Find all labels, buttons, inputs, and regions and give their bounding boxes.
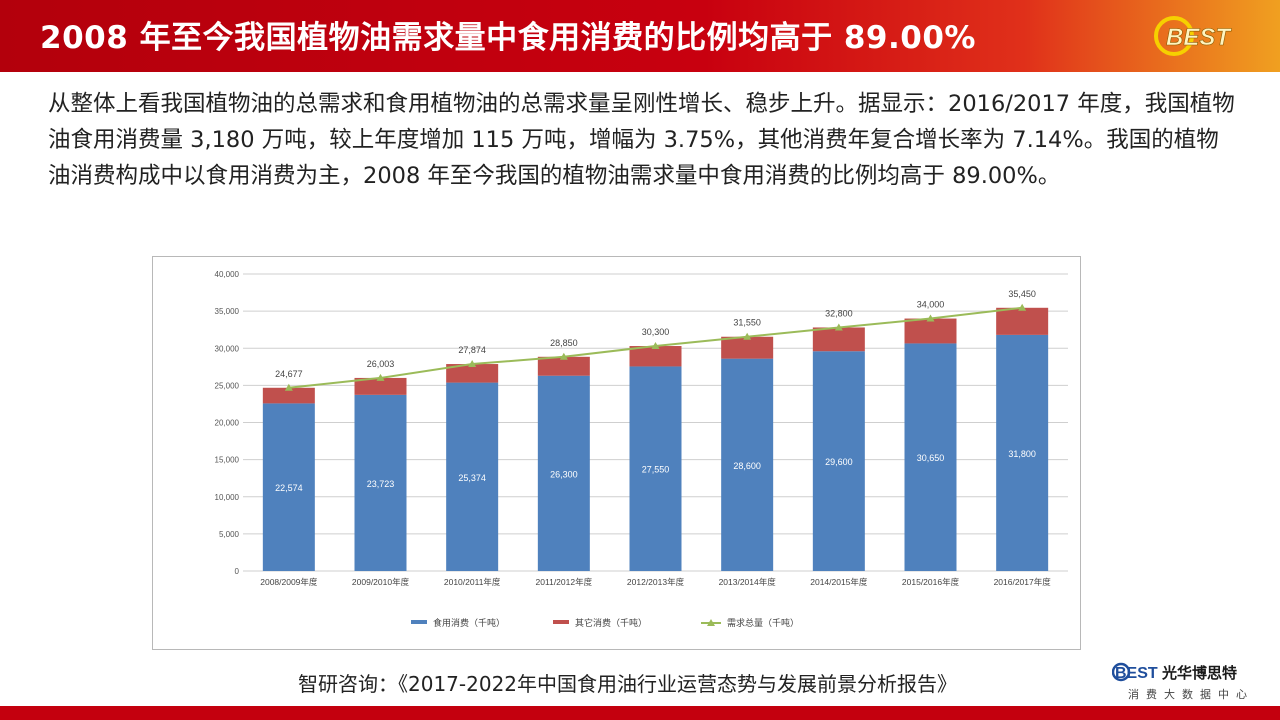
total-value-label: 34,000 <box>917 300 945 310</box>
bar-food <box>537 375 590 571</box>
food-value-label: 27,550 <box>642 465 670 475</box>
bar-food <box>262 403 315 571</box>
x-tick-label: 2015/2016年度 <box>902 577 960 587</box>
total-demand-marker <box>743 332 752 340</box>
brand-subtitle: 消费大数据中心 <box>1128 688 1254 701</box>
total-value-label: 28,850 <box>550 338 578 348</box>
legend-swatch-other <box>553 620 569 624</box>
intro-paragraph: 从整体上看我国植物油的总需求和食用植物油的总需求量呈刚性增长、稳步上升。据显示：… <box>48 91 1235 189</box>
bar-other <box>262 387 315 404</box>
total-value-label: 26,003 <box>367 359 395 369</box>
total-value-label: 24,677 <box>275 369 303 379</box>
x-tick-label: 2010/2011年度 <box>444 577 501 587</box>
bar-other <box>812 327 865 352</box>
legend-label-total: 需求总量（千吨） <box>727 617 799 628</box>
total-value-label: 35,450 <box>1008 289 1036 299</box>
legend-swatch-food <box>411 620 427 624</box>
total-value-label: 32,800 <box>825 308 853 318</box>
best-logo: BEST <box>1154 16 1233 56</box>
source-citation: 智研咨询：《2017-2022年中国食用油行业运营态势与发展前景分析报告》 <box>298 672 958 696</box>
total-value-label: 27,874 <box>458 345 486 355</box>
y-tick-label: 15,000 <box>215 456 240 465</box>
y-tick-label: 20,000 <box>215 419 240 428</box>
brand-logo-text: BEST <box>1115 665 1158 682</box>
best-logo-text: BEST <box>1166 24 1232 51</box>
total-demand-marker <box>834 323 843 331</box>
bar-other <box>721 336 774 359</box>
bar-food <box>354 394 407 571</box>
bar-other <box>537 356 590 376</box>
header-banner: 2008 年至今我国植物油需求量中食用消费的比例均高于 89.00% BEST <box>0 0 1280 72</box>
bar-food <box>629 366 682 571</box>
total-demand-marker <box>559 352 568 360</box>
food-value-label: 28,600 <box>733 461 761 471</box>
bar-food <box>446 382 499 571</box>
food-value-label: 25,374 <box>458 473 486 483</box>
y-tick-label: 25,000 <box>215 381 240 390</box>
y-tick-label: 5,000 <box>219 530 240 539</box>
y-tick-label: 40,000 <box>215 270 240 279</box>
food-value-label: 22,574 <box>275 483 303 493</box>
total-demand-marker <box>284 383 293 391</box>
x-tick-label: 2011/2012年度 <box>536 577 593 587</box>
y-tick-label: 0 <box>235 567 240 576</box>
bar-other <box>629 346 682 367</box>
legend-label-food: 食用消费（千吨） <box>433 617 505 628</box>
total-demand-marker <box>651 342 660 350</box>
footer-bar <box>0 706 1280 720</box>
total-demand-marker <box>1018 303 1027 311</box>
food-value-label: 29,600 <box>825 457 853 467</box>
x-tick-label: 2014/2015年度 <box>810 577 868 587</box>
food-value-label: 26,300 <box>550 469 578 479</box>
brand-block: BEST 光华博思特 消费大数据中心 <box>1112 658 1272 704</box>
bar-food <box>996 334 1049 571</box>
bar-food <box>721 358 774 571</box>
total-demand-marker <box>468 360 477 368</box>
y-tick-label: 30,000 <box>215 344 240 353</box>
total-demand-marker <box>376 373 385 381</box>
food-value-label: 23,723 <box>367 479 395 489</box>
bar-other <box>354 377 407 395</box>
total-demand-marker <box>926 314 935 322</box>
bar-food <box>904 343 957 571</box>
legend-marker-total <box>707 619 715 626</box>
food-value-label: 30,650 <box>917 453 945 463</box>
page-title: 2008 年至今我国植物油需求量中食用消费的比例均高于 89.00% <box>40 20 976 56</box>
x-tick-label: 2008/2009年度 <box>260 577 318 587</box>
brand-name: 光华博思特 <box>1162 664 1238 682</box>
chart-frame: 0 5,000 10,000 15,000 20,000 25,000 30,000 35,0… <box>152 256 1081 650</box>
x-tick-label: 2016/2017年度 <box>994 577 1052 587</box>
total-value-label: 30,300 <box>642 327 670 337</box>
total-value-label: 31,550 <box>733 318 761 328</box>
bar-food <box>812 351 865 571</box>
food-value-label: 31,800 <box>1008 449 1036 459</box>
stacked-bar-chart: 0 5,000 10,000 15,000 20,000 25,000 30,000 35,0… <box>215 270 1068 628</box>
y-tick-label: 35,000 <box>215 307 240 316</box>
bar-other <box>904 318 957 344</box>
x-tick-label: 2012/2013年度 <box>627 577 685 587</box>
bar-other <box>446 364 499 383</box>
x-tick-label: 2009/2010年度 <box>352 577 410 587</box>
bar-other <box>996 307 1049 335</box>
brand-logo: BEST <box>1112 662 1158 682</box>
legend-label-other: 其它消费（千吨） <box>575 617 647 628</box>
x-tick-label: 2013/2014年度 <box>719 577 777 587</box>
y-tick-label: 10,000 <box>215 493 240 502</box>
